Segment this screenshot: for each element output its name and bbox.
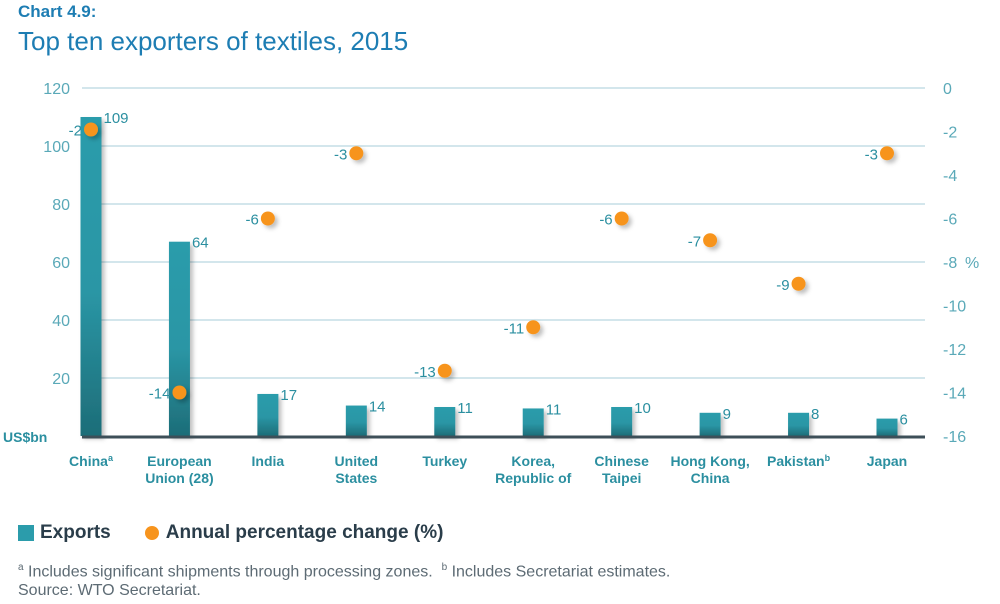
export-value-label: 109 bbox=[104, 110, 129, 127]
export-bar bbox=[257, 393, 279, 436]
category-label: India bbox=[252, 453, 285, 469]
change-dot bbox=[614, 211, 629, 226]
change-dot bbox=[880, 146, 894, 161]
export-bar bbox=[699, 412, 721, 436]
chart-number-label: Chart 4.9: bbox=[18, 2, 97, 21]
legend: Exports Annual percentage change (%) bbox=[18, 522, 443, 544]
change-dot bbox=[84, 122, 98, 137]
export-bar bbox=[788, 412, 810, 436]
left-axis-unit-label: US$bn bbox=[3, 429, 47, 445]
export-bar bbox=[80, 117, 102, 436]
category-label: Japan bbox=[867, 453, 907, 469]
legend-exports-swatch bbox=[18, 525, 34, 541]
export-value-label: 11 bbox=[546, 401, 562, 418]
right-axis-tick-label: -14 bbox=[943, 386, 966, 403]
export-value-label: 11 bbox=[457, 400, 473, 417]
legend-change-label: Annual percentage change (%) bbox=[165, 522, 444, 543]
category-label-line2: Republic of bbox=[495, 470, 572, 486]
category-label: Korea, bbox=[511, 453, 555, 469]
change-value-label: -6 bbox=[246, 212, 259, 229]
change-value-label: -6 bbox=[599, 212, 612, 229]
right-axis-tick-label: -10 bbox=[943, 299, 966, 316]
category-label: Chinese bbox=[594, 453, 649, 469]
category-label-line2: States bbox=[335, 470, 377, 486]
chart-title: Top ten exporters of textiles, 2015 bbox=[18, 26, 409, 56]
category-label: United bbox=[335, 453, 379, 469]
change-value-label: -13 bbox=[414, 364, 436, 381]
footnote-a-text: Includes significant shipments through p… bbox=[23, 563, 433, 581]
footnote-a-mark: a bbox=[18, 562, 24, 573]
change-dot bbox=[172, 385, 187, 400]
export-value-label: 17 bbox=[280, 387, 297, 404]
category-footnote-mark: b bbox=[825, 453, 831, 463]
right-axis-tick-label: -4 bbox=[943, 168, 957, 185]
right-axis-unit-label: % bbox=[965, 255, 979, 272]
right-axis-tick-label: -2 bbox=[943, 125, 957, 142]
change-dot bbox=[437, 363, 452, 378]
left-axis-tick-label: 20 bbox=[52, 371, 70, 388]
category-label: European bbox=[147, 453, 212, 469]
left-axis-tick-label: 80 bbox=[52, 197, 70, 214]
footnote-line: a Includes significant shipments through… bbox=[18, 562, 670, 581]
change-value-label: -2 bbox=[69, 123, 82, 140]
category-label: Turkey bbox=[422, 453, 467, 469]
change-value-label: -3 bbox=[865, 146, 878, 163]
change-value-label: -14 bbox=[149, 386, 171, 403]
change-value-label: -11 bbox=[504, 320, 525, 337]
change-value-label: -9 bbox=[776, 277, 789, 294]
chart-plot: 20 40 60 80 100 120 US$bn 0 -2 -4 -6 -8 % -10 -12 -14 -1… bbox=[3, 81, 979, 486]
right-axis-tick-label: -16 bbox=[943, 429, 966, 446]
legend-change-swatch bbox=[144, 526, 159, 540]
category-label: Hong Kong, bbox=[670, 453, 749, 469]
category-label-line2: Taipei bbox=[602, 470, 641, 486]
category-label-line2: China bbox=[691, 470, 730, 486]
export-bar bbox=[522, 408, 544, 436]
footnote-b-text: Includes Secretariat estimates. bbox=[447, 563, 671, 581]
change-value-label: -3 bbox=[334, 146, 347, 163]
change-value-label: -7 bbox=[688, 233, 701, 250]
footnote-b-mark: b bbox=[441, 562, 448, 573]
export-value-label: 14 bbox=[369, 399, 386, 416]
change-dot bbox=[791, 276, 806, 291]
category-footnote-mark: a bbox=[108, 453, 114, 463]
category-label-line2: Union (28) bbox=[145, 470, 213, 486]
right-axis-tick-label: 0 bbox=[943, 81, 952, 98]
export-value-label: 10 bbox=[634, 400, 651, 417]
legend-exports-label: Exports bbox=[40, 522, 111, 543]
export-bar bbox=[168, 241, 190, 436]
source-note: Source: WTO Secretariat. bbox=[18, 582, 201, 599]
export-bar bbox=[345, 405, 367, 436]
change-dot bbox=[703, 233, 718, 248]
right-axis-tick-label: -8 bbox=[943, 255, 957, 272]
change-dot bbox=[349, 146, 364, 161]
export-bar bbox=[434, 407, 456, 436]
left-axis-tick-label: 120 bbox=[43, 81, 70, 98]
left-axis-tick-label: 40 bbox=[52, 313, 70, 330]
change-dot bbox=[260, 211, 275, 226]
export-value-label: 6 bbox=[900, 412, 908, 429]
category-label: Pakistanb bbox=[767, 453, 831, 469]
right-axis-tick-label: -6 bbox=[943, 212, 957, 229]
export-value-label: 9 bbox=[723, 406, 731, 423]
left-axis-tick-label: 100 bbox=[43, 139, 70, 156]
export-bar bbox=[876, 418, 898, 436]
export-value-label: 8 bbox=[811, 406, 819, 423]
category-label: Chinaa bbox=[69, 453, 114, 469]
left-axis-tick-label: 60 bbox=[52, 255, 70, 272]
change-dot bbox=[526, 320, 541, 335]
export-value-label: 64 bbox=[192, 235, 209, 252]
right-axis-tick-label: -12 bbox=[943, 342, 966, 359]
export-bar bbox=[611, 407, 633, 436]
